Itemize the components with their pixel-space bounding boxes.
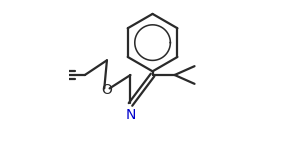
Text: O: O	[102, 83, 112, 97]
Text: N: N	[125, 108, 136, 122]
